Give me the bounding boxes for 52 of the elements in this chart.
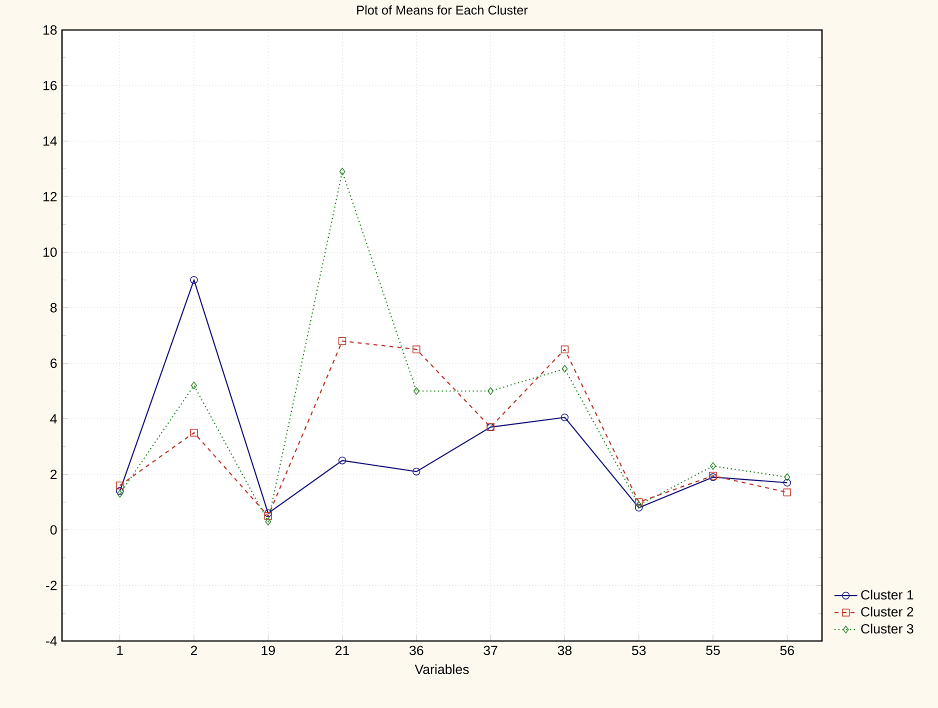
y-tick-label: 6: [50, 358, 57, 368]
y-tick-label: 8: [50, 303, 57, 312]
x-tick-label: 38: [558, 646, 572, 656]
point: [783, 478, 792, 487]
y-tick-label: 2: [50, 470, 57, 480]
y-tick-label: 12: [43, 192, 57, 202]
x-tick-label: 21: [336, 646, 350, 656]
point: [265, 518, 272, 526]
y-tick-label: 10: [43, 247, 57, 257]
point: [560, 346, 569, 354]
x-axis-title: Variables: [414, 664, 469, 674]
point: [412, 346, 420, 354]
x-tick-label: 55: [706, 646, 720, 656]
point: [339, 168, 346, 176]
legend-label: Cluster 1: [861, 590, 914, 600]
x-tick-label: 37: [484, 646, 498, 656]
x-tick-label: 1: [117, 646, 123, 655]
y-tick-label: 18: [43, 25, 57, 35]
point: [264, 512, 272, 520]
point: [190, 382, 197, 390]
x-tick-label: 2: [190, 646, 198, 656]
point: [116, 490, 123, 498]
x-tick-label: 19: [262, 646, 275, 656]
y-tick-label: 16: [43, 80, 57, 90]
point: [634, 504, 643, 512]
point: [190, 276, 198, 284]
point: [116, 487, 124, 495]
legend-label: Cluster 2: [861, 606, 914, 617]
point: [338, 337, 346, 345]
point: [488, 387, 494, 395]
point: [636, 501, 642, 509]
point: [783, 488, 792, 496]
point: [562, 364, 568, 373]
point: [338, 456, 346, 464]
y-tick-label: -4: [46, 636, 57, 646]
point: [116, 482, 124, 490]
point: [413, 387, 420, 395]
chart-title: Plot of Means for Each Cluster: [357, 5, 528, 15]
x-tick-label: 56: [780, 646, 794, 656]
y-tick-label: -2: [46, 580, 57, 590]
point: [710, 462, 716, 470]
y-tick-label: 0: [50, 525, 57, 535]
point: [784, 473, 790, 482]
point: [634, 498, 643, 506]
x-tick-label: 53: [632, 646, 646, 656]
legend-label: Cluster 3: [861, 624, 914, 634]
y-tick-label: 14: [43, 136, 57, 146]
point: [412, 468, 420, 476]
point: [560, 414, 569, 422]
y-tick-label: 4: [50, 414, 57, 424]
point: [190, 428, 198, 437]
x-tick-label: 36: [410, 646, 424, 656]
